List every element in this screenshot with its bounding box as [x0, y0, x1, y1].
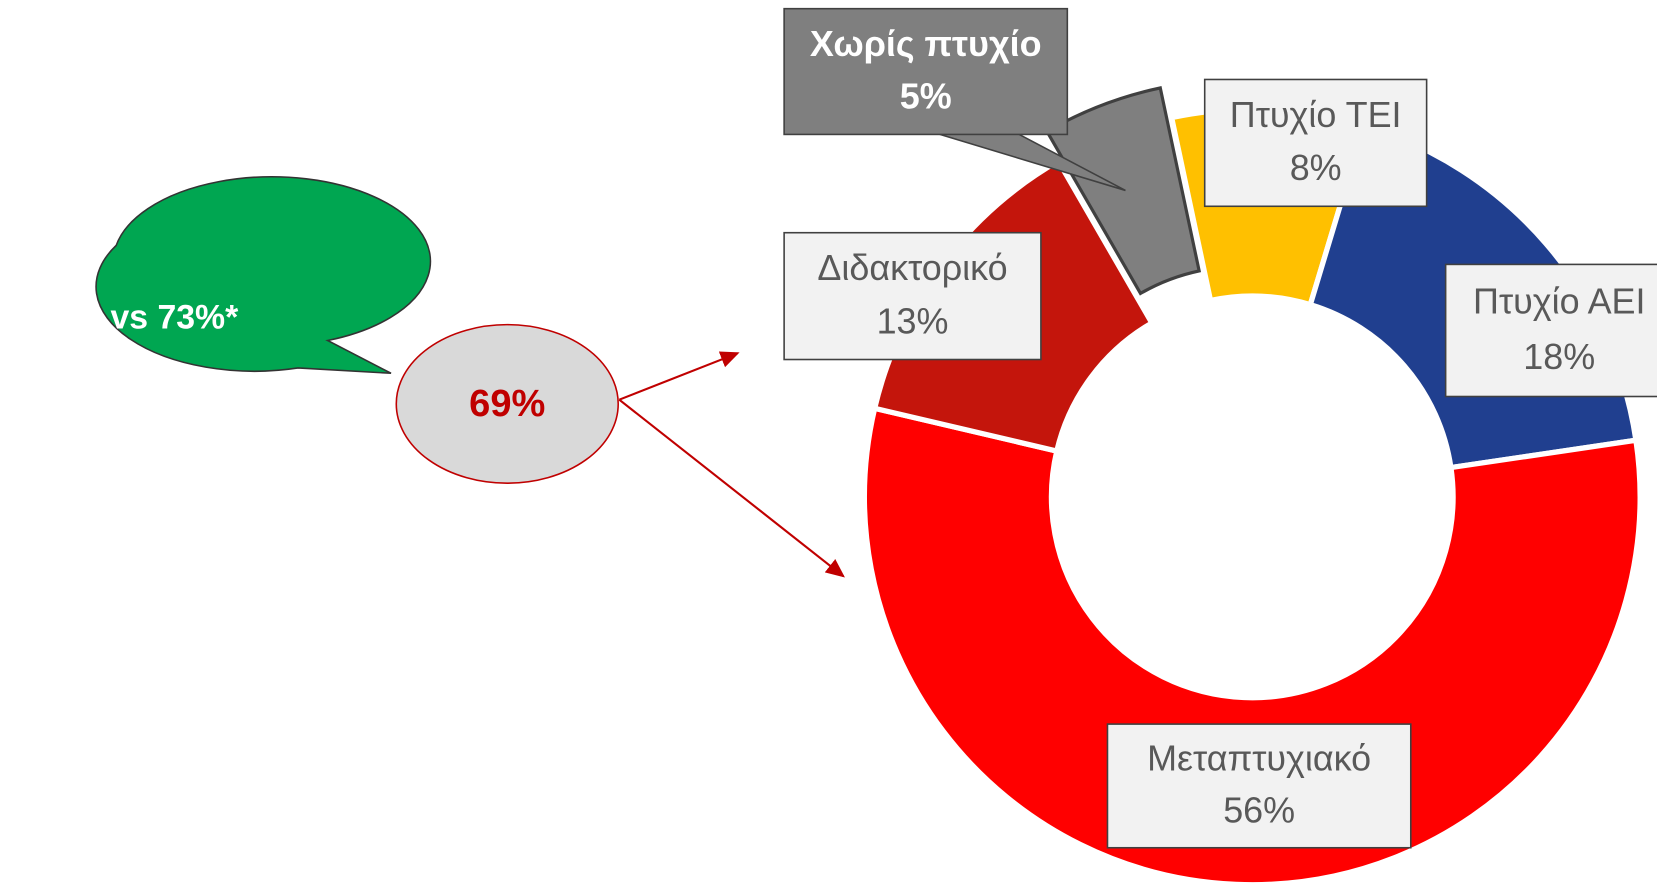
highlight-ellipse	[395, 323, 619, 484]
label-box	[1203, 78, 1428, 208]
label-box	[1444, 263, 1657, 398]
arrow	[618, 351, 740, 401]
label-callout	[939, 133, 1126, 192]
value-label: 13%	[877, 300, 949, 341]
value-label: 8%	[1290, 147, 1342, 188]
speech-bubble	[95, 176, 432, 375]
value-label: 5%	[900, 76, 952, 117]
arrow	[618, 398, 845, 578]
value-label: 18%	[1523, 336, 1595, 377]
donut-slice	[1044, 86, 1202, 296]
category-label: Πτυχίο ΤΕΙ	[1230, 94, 1402, 135]
donut-slice	[861, 405, 1643, 886]
value-label: 56%	[1223, 790, 1295, 831]
annotation: vs 73%*	[110, 298, 239, 336]
category-label: Πτυχίο ΑΕΙ	[1473, 281, 1645, 322]
label-box	[1106, 723, 1412, 849]
category-label: Διδακτορικό	[817, 247, 1007, 288]
labels: Πτυχίο ΤΕΙ 8% Πτυχίο ΑΕΙ 18% Μεταπτυχιακό 56%…	[783, 7, 1657, 849]
label-box	[783, 231, 1042, 361]
category-label: Μεταπτυχιακό	[1147, 738, 1371, 779]
label-box	[783, 7, 1069, 136]
category-label: Χωρίς πτυχίο	[810, 23, 1042, 64]
annotation: 69%	[469, 383, 545, 425]
